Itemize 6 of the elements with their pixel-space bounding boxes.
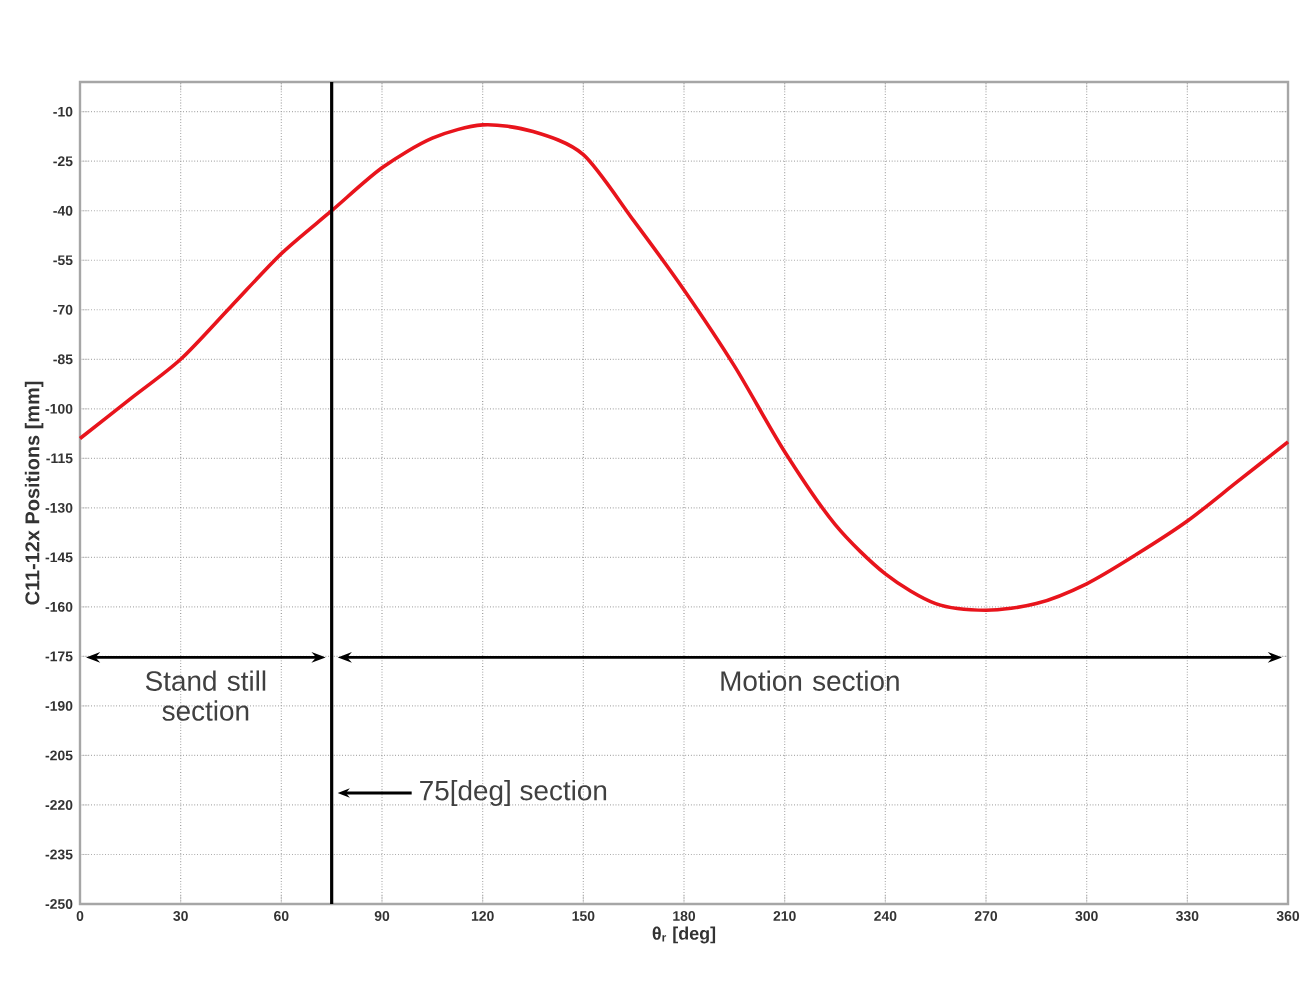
- annotation: Stand still section: [145, 670, 266, 721]
- x-axis-title: θ$_{r}$ [deg]: [652, 926, 716, 944]
- ref-line-label: 75[deg] section: [420, 779, 607, 806]
- line-series: [78, 122, 1290, 612]
- annotation: Motion section: [721, 670, 899, 691]
- y-axis-title: C11-12x Positions [mm]: [24, 381, 44, 605]
